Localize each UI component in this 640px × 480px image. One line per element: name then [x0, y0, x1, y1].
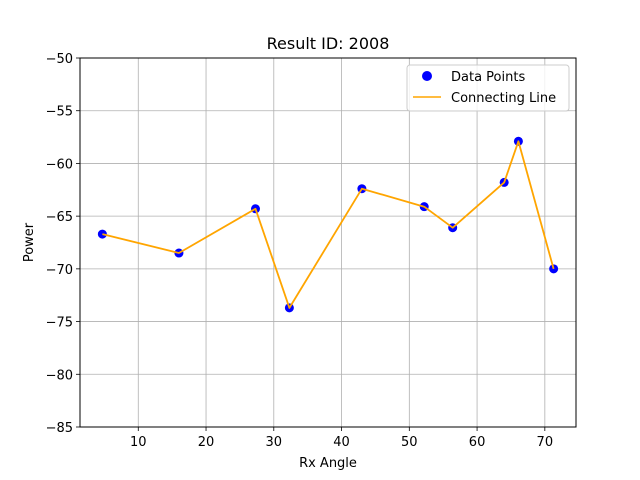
legend: Data Points Connecting Line	[406, 64, 570, 112]
axes-frame	[79, 57, 577, 428]
chart-title: Result ID: 2008	[267, 34, 390, 53]
x-tick-label: 70	[537, 435, 554, 450]
y-tick-label: −70	[46, 263, 73, 278]
x-tick-label: 60	[469, 435, 486, 450]
y-tick-label: −55	[46, 105, 73, 120]
x-tick-label: 20	[198, 435, 215, 450]
y-tick-label: −60	[46, 157, 73, 172]
y-tick-label: −80	[46, 368, 73, 383]
x-axis: 10 20 30 40 50 60 70	[130, 427, 553, 450]
legend-label-data-points: Data Points	[451, 70, 525, 85]
data-point	[97, 229, 107, 239]
x-tick-label: 30	[266, 435, 283, 450]
y-tick-label: −65	[46, 210, 73, 225]
legend-label-connecting-line: Connecting Line	[451, 91, 556, 106]
x-tick-label: 50	[401, 435, 418, 450]
x-tick-label: 10	[130, 435, 147, 450]
y-tick-label: −75	[46, 316, 73, 331]
y-tick-label: −50	[46, 52, 73, 67]
legend-box	[406, 64, 570, 112]
y-tick-label: −85	[46, 421, 73, 436]
y-axis: −85 −80 −75 −70 −65 −60 −55 −50	[46, 52, 80, 436]
connecting-line	[102, 140, 555, 309]
legend-marker-data-points	[422, 71, 432, 81]
x-tick-label: 40	[333, 435, 350, 450]
y-axis-label: Power	[22, 222, 37, 262]
x-axis-label: Rx Angle	[299, 456, 357, 471]
plot-area	[97, 136, 559, 313]
